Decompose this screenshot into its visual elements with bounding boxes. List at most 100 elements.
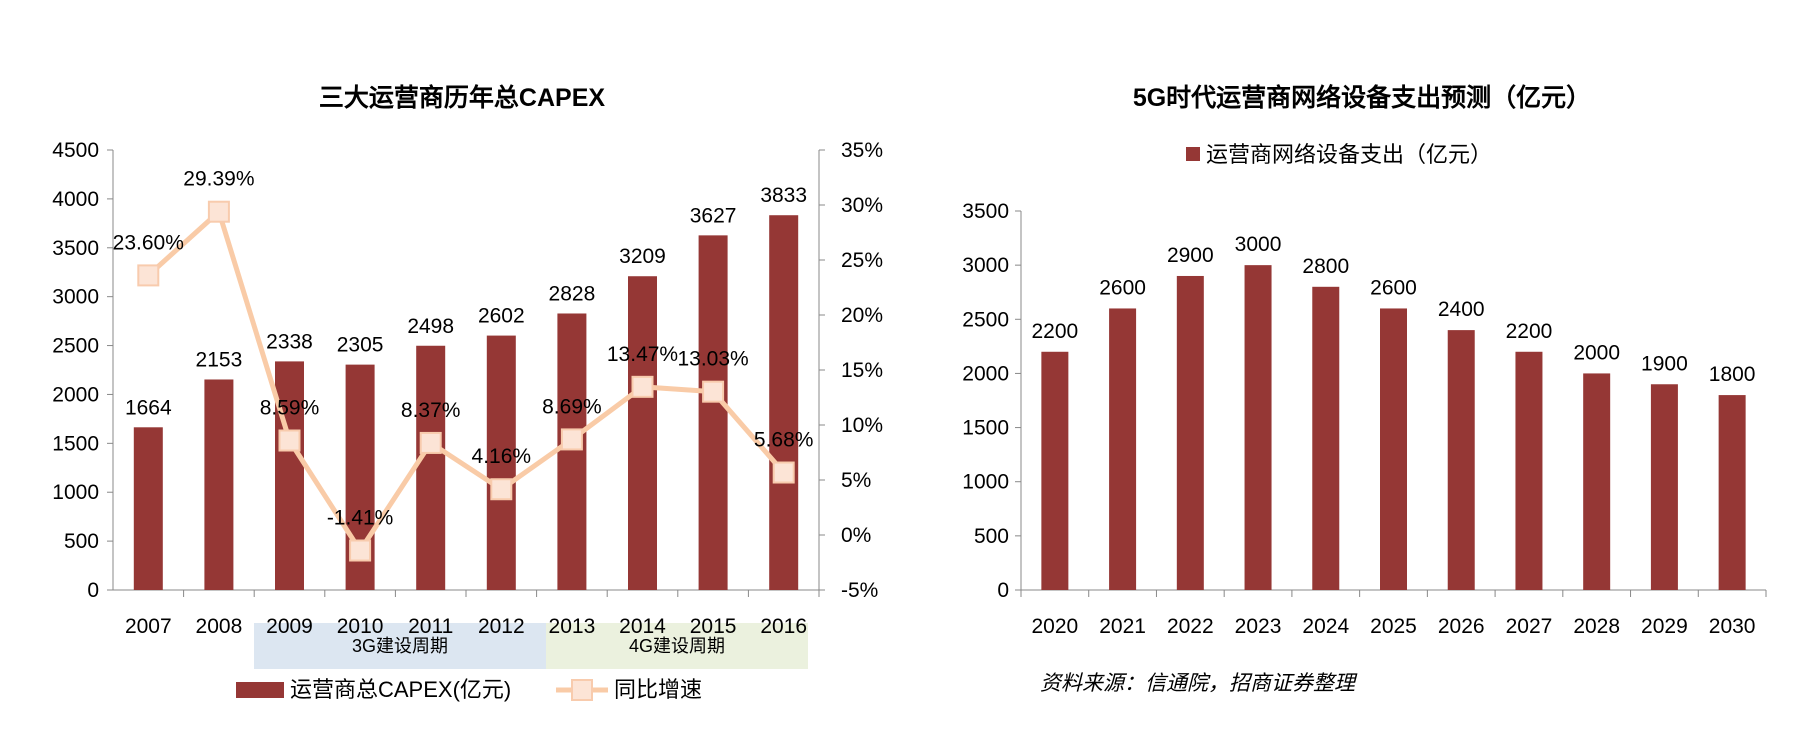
y-tick-label: 0 — [997, 579, 1009, 602]
left-chart-title: 三大运营商历年总CAPEX — [319, 83, 605, 112]
capex-bar-label: 3627 — [690, 204, 737, 227]
x-tick-label: 2022 — [1167, 615, 1214, 638]
phase-label: 3G建设周期 — [352, 636, 448, 656]
capex-bar-label: 3833 — [760, 184, 807, 207]
x-tick-label: 2015 — [690, 615, 737, 638]
growth-label: 8.59% — [260, 397, 320, 420]
legend-bar-label: 运营商总CAPEX(亿元) — [290, 677, 511, 702]
y-left-tick-label: 3500 — [52, 237, 99, 260]
capex-bar — [628, 276, 657, 590]
growth-marker — [137, 264, 160, 287]
capex-bar — [769, 215, 799, 590]
x-tick-label: 2026 — [1438, 615, 1485, 638]
y-left-tick-label: 3000 — [52, 286, 99, 309]
x-tick-label: 2014 — [619, 615, 666, 638]
legend-bar-label-right: 运营商网络设备支出（亿元） — [1206, 142, 1492, 167]
x-tick-label: 2020 — [1032, 615, 1079, 638]
x-tick-label: 2024 — [1302, 615, 1349, 638]
y-tick-label: 500 — [974, 525, 1009, 548]
y-right-tick-label: 15% — [841, 359, 883, 382]
spend-bar — [1109, 308, 1137, 590]
growth-label: 13.47% — [607, 343, 678, 366]
y-right-tick-label: 35% — [841, 139, 883, 162]
y-right-tick-label: 0% — [841, 524, 871, 547]
capex-bar-label: 2498 — [407, 315, 454, 338]
y-left-tick-label: 4500 — [52, 139, 99, 162]
phase-band — [546, 623, 808, 669]
growth-marker — [278, 429, 301, 452]
capex-bar-label: 2153 — [196, 348, 243, 371]
growth-marker — [631, 375, 654, 398]
spend-bar — [1312, 286, 1340, 590]
y-left-tick-label: 1500 — [52, 432, 99, 455]
growth-marker — [349, 539, 372, 562]
x-tick-label: 2021 — [1099, 615, 1146, 638]
growth-marker — [207, 200, 230, 223]
capex-bar-label: 2828 — [549, 282, 596, 305]
capex-bar-label: 1664 — [125, 396, 172, 419]
growth-label: 8.37% — [401, 399, 461, 422]
legend-line-marker — [571, 679, 593, 701]
y-right-tick-label: 5% — [841, 469, 871, 492]
y-right-tick-label: -5% — [841, 579, 878, 602]
x-tick-label: 2009 — [266, 615, 313, 638]
growth-label: 29.39% — [183, 168, 254, 191]
capex-bar — [557, 313, 587, 590]
growth-marker — [490, 478, 513, 501]
y-left-tick-label: 4000 — [52, 188, 99, 211]
capex-bar — [204, 379, 234, 590]
x-tick-label: 2027 — [1506, 615, 1553, 638]
capex-bar — [416, 345, 446, 590]
y-left-tick-label: 2500 — [52, 335, 99, 358]
y-tick-label: 2500 — [962, 308, 1009, 331]
growth-label: -1.41% — [327, 507, 394, 530]
x-tick-label: 2012 — [478, 615, 525, 638]
spend-bar — [1515, 351, 1543, 590]
y-left-tick-label: 2000 — [52, 383, 99, 406]
spend-bar — [1583, 373, 1611, 590]
capex-bar-label: 2602 — [478, 305, 525, 328]
x-tick-label: 2028 — [1573, 615, 1620, 638]
y-right-tick-label: 20% — [841, 304, 883, 327]
growth-marker — [419, 431, 442, 454]
spend-bar — [1244, 265, 1272, 590]
left-chart: 0 500 1000 1500 2000 2500 3000 3500 4000 4500 -5% 0… — [52, 139, 883, 669]
x-tick-label: 2007 — [125, 615, 172, 638]
spend-bar — [1041, 351, 1069, 590]
capex-bar — [133, 427, 163, 590]
source-note: 资料来源：信通院，招商证券整理 — [1040, 672, 1358, 695]
spend-bar-label: 1800 — [1709, 363, 1756, 386]
right-chart: 0 500 1000 1500 2000 2500 3000 3500 2020 2200 2021… — [962, 200, 1767, 638]
growth-line — [146, 207, 786, 556]
spend-bar-label: 2800 — [1302, 255, 1349, 278]
spend-bar-label: 2600 — [1099, 276, 1146, 299]
spend-bar — [1447, 330, 1475, 590]
growth-label: 8.69% — [542, 395, 602, 418]
y-tick-label: 2000 — [962, 362, 1009, 385]
x-tick-label: 2008 — [196, 615, 243, 638]
spend-bar-label: 2200 — [1506, 320, 1553, 343]
capex-bar-label: 3209 — [619, 245, 666, 268]
spend-bar — [1380, 308, 1407, 590]
y-left-tick-label: 0 — [87, 579, 99, 602]
spend-bar-label: 2900 — [1167, 244, 1214, 267]
phase-label: 4G建设周期 — [629, 636, 725, 656]
growth-marker — [772, 461, 795, 484]
legend-bar-swatch-right — [1186, 147, 1200, 161]
spend-bar-label: 2000 — [1573, 341, 1620, 364]
x-tick-label: 2016 — [760, 615, 807, 638]
right-chart-title: 5G时代运营商网络设备支出预测（亿元） — [1133, 83, 1591, 112]
growth-marker — [702, 380, 725, 403]
legend-line-label: 同比增速 — [614, 677, 702, 702]
x-tick-label: 2025 — [1370, 615, 1417, 638]
y-right-tick-label: 30% — [841, 194, 883, 217]
x-tick-label: 2010 — [337, 615, 384, 638]
growth-label: 5.68% — [754, 429, 814, 452]
y-tick-label: 1000 — [962, 471, 1009, 494]
y-left-tick-label: 500 — [64, 530, 99, 553]
capex-bar — [275, 361, 304, 590]
capex-bar-label: 2338 — [266, 330, 313, 353]
growth-label: 4.16% — [472, 445, 532, 468]
y-tick-label: 3000 — [962, 254, 1009, 277]
spend-bar-label: 2200 — [1032, 320, 1079, 343]
